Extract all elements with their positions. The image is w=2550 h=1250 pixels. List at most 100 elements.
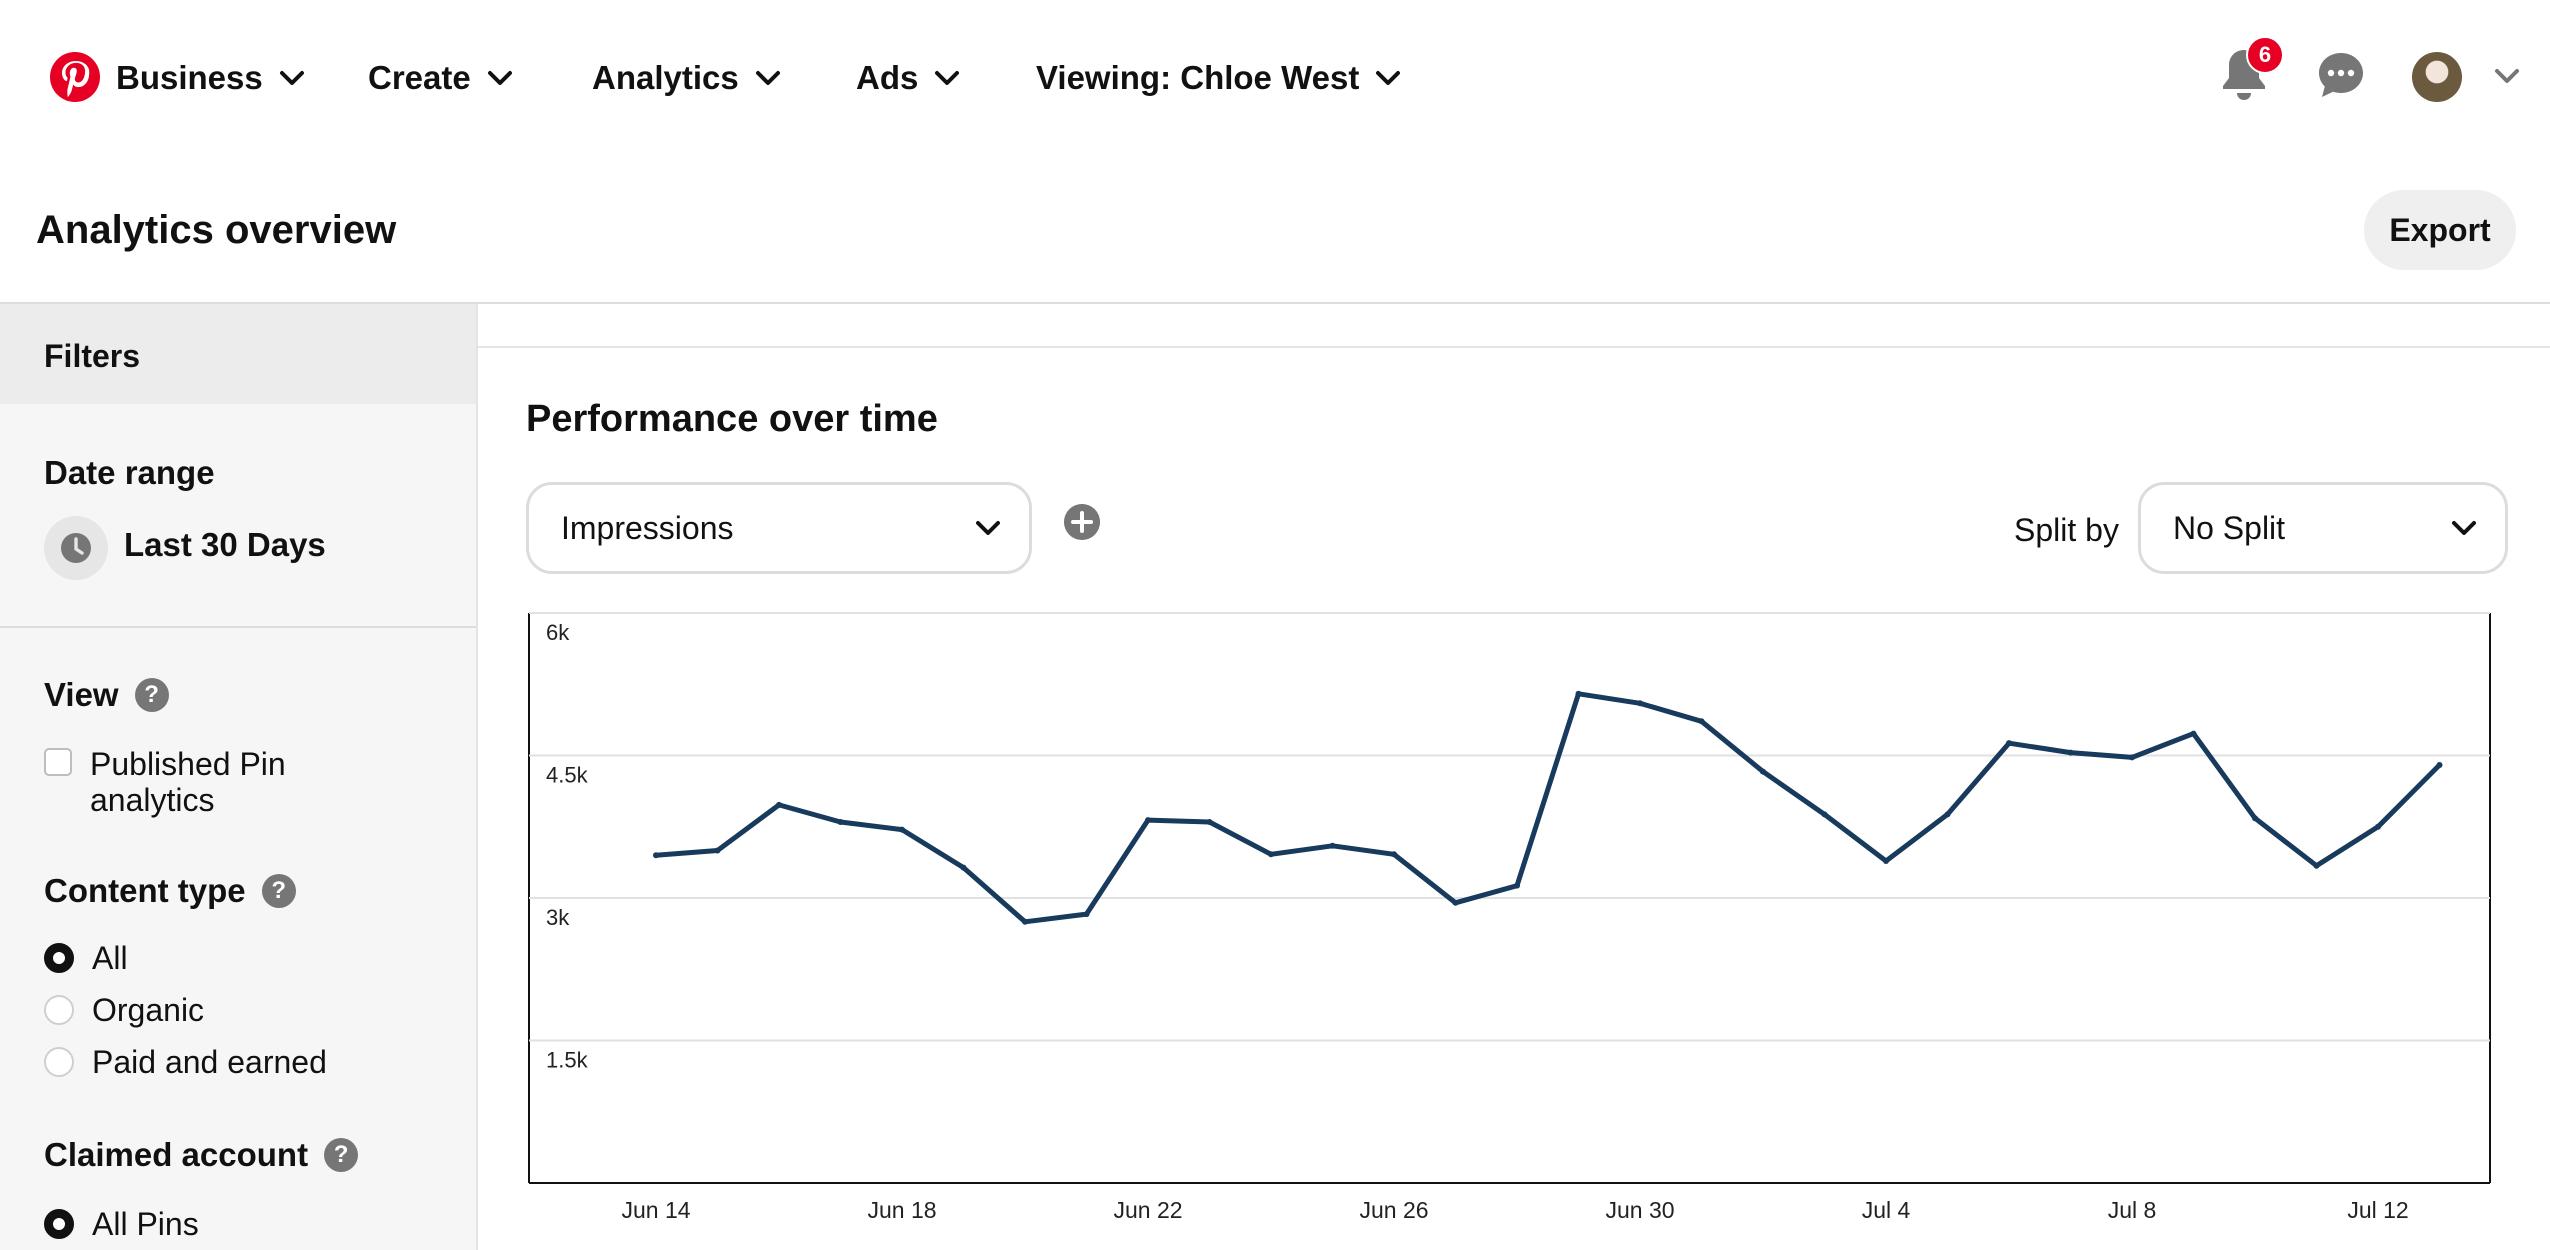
chart-y-tick-label: 1.5k (546, 1048, 589, 1073)
chart-data-point (2375, 823, 2381, 830)
main-divider (478, 346, 2550, 348)
claimed-account-option-all-pins[interactable]: All Pins (44, 1206, 199, 1242)
chart-data-point (2129, 754, 2135, 761)
chart-data-point (1145, 817, 1151, 824)
content-type-option-label: Paid and earned (92, 1044, 327, 1080)
chart-data-point (2067, 749, 2074, 756)
nav-ads-menu[interactable]: Ads (856, 56, 960, 100)
chart-data-point (1698, 718, 1705, 725)
radio[interactable] (44, 995, 74, 1025)
chart-data-point (1821, 811, 1828, 818)
claimed-account-title: Claimed account ? (44, 1136, 359, 1174)
help-icon[interactable]: ? (261, 874, 296, 908)
published-pin-analytics-checkbox[interactable]: Published Pin analytics (44, 746, 310, 818)
split-by-dropdown[interactable]: No Split (2138, 482, 2508, 574)
chart-x-tick-label: Jul 8 (2108, 1197, 2157, 1223)
chart-data-point (2006, 740, 2012, 747)
chart-data-point (714, 847, 721, 854)
nav-business-label: Business (116, 59, 263, 96)
chart-data-point (1760, 768, 1766, 775)
chart-x-tick-label: Jul 12 (2347, 1197, 2408, 1223)
content-type-option-all[interactable]: All (44, 940, 128, 976)
performance-section-title: Performance over time (526, 398, 938, 440)
chart-x-tick-label: Jun 26 (1359, 1197, 1428, 1223)
content-type-title: Content type ? (44, 872, 296, 910)
content-type-option-label: All (92, 940, 128, 976)
nav-analytics-label: Analytics (592, 59, 739, 96)
pinterest-logo-icon[interactable] (50, 52, 100, 102)
chart-data-point (1637, 700, 1643, 707)
nav-ads-label: Ads (856, 59, 919, 96)
chart-data-point (960, 864, 967, 871)
nav-analytics-menu[interactable]: Analytics (592, 56, 781, 100)
split-by-label: Split by (2014, 512, 2119, 548)
date-range-label: Date range (44, 454, 215, 491)
content-type-option-organic[interactable]: Organic (44, 992, 204, 1028)
chart-data-point (1268, 851, 1274, 858)
chart-data-point (776, 801, 782, 808)
chevron-down-icon (1376, 71, 1401, 85)
metric-dropdown-value: Impressions (561, 509, 734, 546)
user-avatar[interactable] (2412, 52, 2462, 102)
chevron-down-icon (935, 71, 960, 85)
view-label: View (44, 676, 119, 713)
content-type-option-label: Organic (92, 992, 205, 1028)
content-type-option-paid-and-earned[interactable]: Paid and earned (44, 1044, 327, 1080)
chart-data-point (1452, 899, 1459, 906)
chart-data-point (1083, 911, 1090, 918)
chevron-down-icon (487, 71, 512, 85)
chart-data-point (1883, 857, 1889, 864)
chart-data-point (899, 826, 905, 833)
chart-data-point (1022, 918, 1028, 925)
date-range-picker[interactable] (44, 516, 108, 580)
nav-business-menu[interactable]: Business (116, 56, 305, 100)
messages-icon[interactable] (2316, 50, 2366, 100)
radio-selected[interactable] (44, 1209, 74, 1239)
radio-selected[interactable] (44, 943, 74, 973)
content-type-label: Content type (44, 872, 246, 909)
nav-viewing-label: Viewing: Chloe West (1036, 59, 1360, 96)
header-divider (0, 302, 2550, 304)
add-metric-plus-icon[interactable] (1064, 504, 1100, 540)
chart-x-tick-label: Jul 4 (1862, 1197, 1911, 1223)
clock-icon (61, 533, 91, 563)
metric-dropdown[interactable]: Impressions (526, 482, 1032, 574)
radio[interactable] (44, 1047, 74, 1077)
published-pin-analytics-label: Published Pin analytics (90, 746, 286, 818)
help-icon[interactable]: ? (324, 1138, 359, 1172)
claimed-account-label: Claimed account (44, 1136, 309, 1173)
top-nav: Business Create Analytics Ads Viewing: C… (0, 0, 2550, 156)
sidebar-divider (0, 626, 476, 628)
chart-data-point (1206, 819, 1213, 825)
nav-viewing-account-menu[interactable]: Viewing: Chloe West (1036, 56, 1401, 100)
chart-data-point (1575, 690, 1582, 697)
filters-title: Filters (44, 338, 141, 374)
chart-y-tick-label: 4.5k (546, 763, 589, 788)
claimed-account-option-label: All Pins (92, 1206, 199, 1242)
help-icon[interactable]: ? (134, 678, 169, 712)
page-title: Analytics overview (36, 208, 397, 252)
filters-sidebar: Filters Date range Last 30 Days View ? P… (0, 304, 478, 1250)
chevron-down-icon (755, 71, 780, 85)
chart-data-point (2252, 815, 2258, 822)
chart-series-line-impressions (653, 691, 2442, 925)
view-title: View ? (44, 676, 169, 714)
chart-data-point (1329, 842, 1336, 849)
export-button[interactable]: Export (2364, 190, 2516, 270)
chart-data-point (2313, 862, 2320, 869)
account-chevron-down-icon[interactable] (2494, 68, 2520, 84)
filters-header: Filters (0, 304, 476, 404)
chart-data-point (837, 819, 844, 825)
checkbox[interactable] (44, 748, 72, 776)
chart-y-tick-label: 6k (546, 620, 570, 645)
date-range-title: Date range (44, 454, 215, 492)
chart-data-point (2436, 762, 2443, 768)
chart-x-tick-label: Jun 30 (1605, 1197, 1674, 1223)
chevron-down-icon (2452, 521, 2476, 535)
chevron-down-icon (279, 71, 304, 85)
date-range-value[interactable]: Last 30 Days (124, 526, 326, 563)
chart-x-tick-label: Jun 18 (867, 1197, 936, 1223)
chart-x-tick-label: Jun 14 (621, 1197, 690, 1223)
nav-create-menu[interactable]: Create (368, 56, 513, 100)
